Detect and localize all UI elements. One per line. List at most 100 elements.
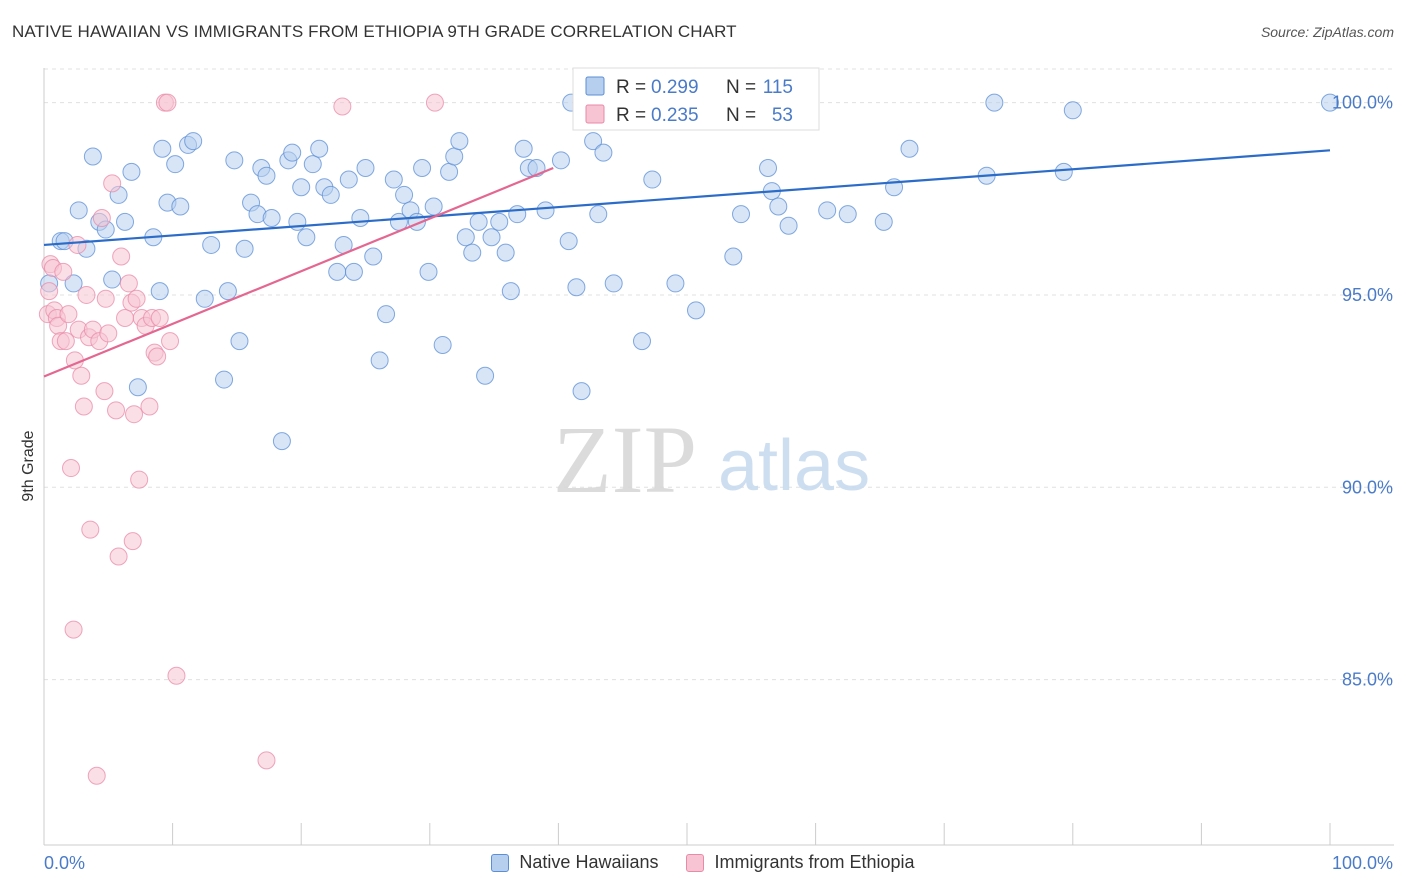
data-point xyxy=(356,159,375,178)
data-point xyxy=(225,151,244,170)
data-point xyxy=(456,228,475,247)
legend-label-native-hawaiians: Native Hawaiians xyxy=(519,852,659,872)
legend-swatch-blue xyxy=(491,853,510,872)
data-point xyxy=(666,274,685,293)
data-point xyxy=(77,285,96,304)
data-point xyxy=(424,197,443,216)
stats-n-value: 53 xyxy=(772,105,793,126)
data-point xyxy=(125,405,144,424)
data-point xyxy=(262,209,281,228)
data-point xyxy=(310,139,329,158)
data-point xyxy=(433,335,452,354)
data-point xyxy=(148,347,167,366)
trend-lines xyxy=(43,149,1331,378)
watermark-atlas: atlas xyxy=(718,426,870,506)
data-point xyxy=(724,247,743,266)
data-point xyxy=(536,201,555,220)
data-point xyxy=(122,162,141,181)
data-point xyxy=(333,97,352,116)
tick-labels: 100.0% 95.0% 90.0% 85.0% 0.0% 100.0% xyxy=(44,93,1393,873)
data-point xyxy=(351,209,370,228)
stats-r-value: 0.299 xyxy=(651,77,699,98)
data-point xyxy=(161,332,180,351)
data-point xyxy=(874,212,893,231)
data-point xyxy=(759,159,778,178)
y-axis-label: 9th Grade xyxy=(20,430,37,501)
data-point xyxy=(321,185,340,204)
stats-n-label: N = xyxy=(726,105,756,126)
y-tick-label: 90.0% xyxy=(1342,477,1393,497)
data-point xyxy=(1063,101,1082,120)
data-point xyxy=(116,309,135,328)
data-point xyxy=(292,178,311,197)
data-point xyxy=(604,274,623,293)
data-point xyxy=(344,262,363,281)
data-point xyxy=(96,289,115,308)
data-point xyxy=(496,243,515,262)
data-point xyxy=(818,201,837,220)
data-point xyxy=(62,459,81,478)
data-point xyxy=(150,282,169,301)
data-point xyxy=(732,205,751,224)
data-point xyxy=(235,239,254,258)
data-point xyxy=(109,547,128,566)
data-point xyxy=(463,243,482,262)
data-point xyxy=(413,159,432,178)
data-point xyxy=(419,262,438,281)
series-native-hawaiians xyxy=(40,93,1339,451)
data-point xyxy=(64,620,83,639)
y-tick-label: 95.0% xyxy=(1342,285,1393,305)
data-point xyxy=(130,470,149,489)
data-point xyxy=(69,201,88,220)
data-point xyxy=(153,139,172,158)
data-point xyxy=(257,751,276,770)
data-point xyxy=(450,132,469,151)
data-point xyxy=(158,93,177,112)
x-tick-label: 100.0% xyxy=(1332,853,1393,873)
trend-line xyxy=(43,166,554,378)
data-point xyxy=(559,232,578,251)
stats-r-label: R = xyxy=(616,105,646,126)
data-point xyxy=(99,324,118,343)
legend-item-immigrants-from-ethiopia: Immigrants from Ethiopia xyxy=(686,852,915,873)
data-point xyxy=(476,366,495,385)
data-point xyxy=(81,520,100,539)
data-point xyxy=(445,147,464,166)
data-point xyxy=(490,212,509,231)
data-point xyxy=(779,216,798,235)
data-point xyxy=(112,247,131,266)
data-point xyxy=(838,205,857,224)
watermark: ZIP atlas xyxy=(553,406,870,513)
data-point xyxy=(128,378,147,397)
data-point xyxy=(339,170,358,189)
data-point xyxy=(469,212,488,231)
data-point xyxy=(56,332,75,351)
data-point xyxy=(72,366,91,385)
data-point xyxy=(572,382,591,401)
y-tick-label: 100.0% xyxy=(1332,93,1393,113)
data-point xyxy=(395,185,414,204)
y-tick-label: 85.0% xyxy=(1342,670,1393,690)
data-point xyxy=(303,155,322,174)
source-label: Source: ZipAtlas.com xyxy=(1260,24,1394,40)
data-point xyxy=(425,93,444,112)
data-point xyxy=(171,197,190,216)
data-point xyxy=(584,132,603,151)
watermark-zip: ZIP xyxy=(553,406,697,513)
data-point xyxy=(92,209,111,228)
stats-n-label: N = xyxy=(726,77,756,98)
data-point xyxy=(230,332,249,351)
data-point xyxy=(501,282,520,301)
data-point xyxy=(370,351,389,370)
data-point xyxy=(440,162,459,181)
stats-n-value: 115 xyxy=(763,77,793,98)
data-point xyxy=(589,205,608,224)
x-tick-label: 0.0% xyxy=(44,853,85,873)
data-point xyxy=(1321,93,1339,112)
data-point xyxy=(687,301,706,320)
data-point xyxy=(59,305,78,324)
data-point xyxy=(140,397,159,416)
data-point xyxy=(364,247,383,266)
data-point xyxy=(87,766,106,785)
data-point xyxy=(202,235,221,254)
